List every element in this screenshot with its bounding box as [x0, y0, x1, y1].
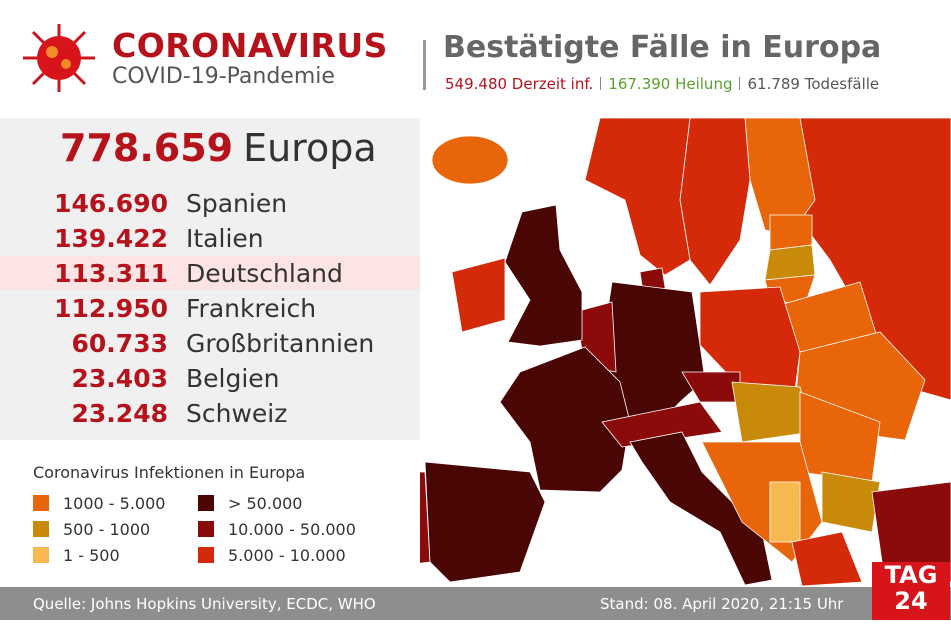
case-count: 112.950 — [54, 294, 168, 323]
case-count: 113.311 — [54, 259, 168, 288]
legend-swatch — [33, 521, 49, 537]
heading: Bestätigte Fälle in Europa — [443, 30, 882, 65]
legend-item: 1 - 500 — [33, 546, 120, 565]
stat: 167.390 Heilung — [608, 75, 733, 93]
country-row: 146.690 Spanien — [0, 186, 420, 220]
ireland — [451, 257, 506, 333]
italy — [629, 431, 773, 586]
legend-swatch — [198, 521, 214, 537]
country-name: Italien — [186, 224, 264, 253]
bulgaria — [821, 471, 881, 533]
country-name: Großbritannien — [186, 329, 375, 358]
france — [499, 346, 631, 493]
total-value: 778.659 — [60, 126, 234, 170]
legend-label: 10.000 - 50.000 — [228, 520, 356, 539]
map — [420, 117, 951, 587]
czechia — [681, 371, 741, 403]
legend-label: 1000 - 5.000 — [63, 494, 166, 513]
country-row: 112.950 Frankreich — [0, 291, 420, 325]
country-row: 23.403 Belgien — [0, 361, 420, 395]
logo: TAG 24 — [872, 562, 950, 620]
estonia — [769, 214, 813, 251]
title: CORONAVIRUS — [112, 26, 388, 65]
iceland — [431, 135, 509, 185]
legend-item: > 50.000 — [198, 494, 302, 513]
date: Stand: 08. April 2020, 21:15 Uhr — [600, 595, 844, 613]
country-name: Belgien — [186, 364, 280, 393]
uk — [504, 204, 583, 347]
country-name: Spanien — [186, 189, 288, 218]
balkans-low — [769, 481, 801, 543]
separator — [739, 77, 741, 90]
stats: 549.480 Derzeit inf. 167.390 Heilung 61.78… — [445, 75, 879, 93]
norway — [584, 117, 691, 276]
logo-text: 24 — [894, 587, 928, 615]
case-count: 146.690 — [54, 189, 168, 218]
legend-label: 500 - 1000 — [63, 520, 151, 539]
source: Quelle: Johns Hopkins University, ECDC, … — [33, 595, 376, 613]
legend-swatch — [198, 495, 214, 511]
country-name: Frankreich — [186, 294, 317, 323]
stat: 61.789 Todesfälle — [747, 75, 880, 93]
legend-item: 5.000 - 10.000 — [198, 546, 346, 565]
country-row: 113.311 Deutschland — [0, 256, 420, 290]
footer — [0, 587, 951, 620]
legend-label: 5.000 - 10.000 — [228, 546, 346, 565]
country-row: 60.733 Großbritannien — [0, 326, 420, 360]
case-count: 23.248 — [71, 399, 168, 428]
alps — [601, 401, 723, 448]
legend-item: 500 - 1000 — [33, 520, 150, 539]
country-name: Schweiz — [186, 399, 288, 428]
total: 778.659 Europa — [60, 126, 377, 170]
separator — [600, 77, 602, 90]
turkey — [871, 481, 951, 583]
greece — [791, 531, 863, 587]
subtitle: COVID-19-Pandemie — [112, 64, 335, 89]
legend-swatch — [198, 547, 214, 563]
country-row: 23.248 Schweiz — [0, 396, 420, 430]
logo-text: TAG — [884, 561, 938, 589]
total-label: Europa — [243, 126, 377, 170]
legend-label: > 50.000 — [228, 494, 303, 513]
legend-title: Coronavirus Infektionen in Europa — [33, 463, 306, 482]
legend-item: 10.000 - 50.000 — [198, 520, 356, 539]
case-count: 23.403 — [71, 364, 168, 393]
stat: 549.480 Derzeit inf. — [445, 75, 594, 93]
virus-icon — [23, 24, 95, 92]
countries — [420, 117, 951, 587]
case-count: 139.422 — [54, 224, 168, 253]
spain — [424, 461, 546, 583]
legend-swatch — [33, 495, 49, 511]
sweden — [679, 117, 751, 286]
divider — [423, 40, 426, 90]
latvia — [764, 244, 816, 281]
legend-label: 1 - 500 — [63, 546, 120, 565]
legend-item: 1000 - 5.000 — [33, 494, 165, 513]
country-name: Deutschland — [186, 259, 343, 288]
legend-swatch — [33, 547, 49, 563]
country-row: 139.422 Italien — [0, 221, 420, 255]
case-count: 60.733 — [71, 329, 168, 358]
